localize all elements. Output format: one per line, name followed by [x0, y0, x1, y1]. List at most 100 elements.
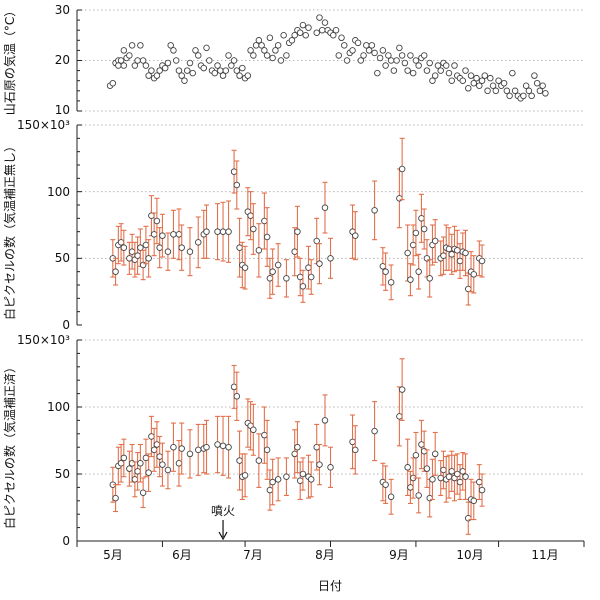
data-point [117, 57, 125, 64]
data-point [368, 42, 376, 49]
data-point [371, 427, 378, 435]
data-point [476, 82, 483, 89]
data-point [305, 24, 312, 31]
data-point [409, 69, 417, 77]
y-tick-label-temperature-20: 20 [55, 53, 70, 67]
data-point [462, 67, 469, 74]
data-point [423, 465, 431, 472]
data-point [396, 413, 403, 420]
data-point [404, 67, 411, 74]
data-point [164, 466, 172, 474]
data-point [396, 44, 403, 52]
data-point [274, 261, 282, 269]
data-point [341, 42, 348, 49]
data-point [236, 457, 243, 464]
data-point [134, 57, 141, 64]
data-point [302, 32, 309, 39]
data-point [145, 255, 152, 262]
data-point [288, 37, 296, 44]
data-point [139, 489, 147, 497]
points-count-uncorrected [109, 137, 486, 306]
data-point [536, 87, 544, 95]
data-point [374, 69, 381, 77]
data-point [263, 446, 271, 454]
x-axis-ticks [76, 541, 585, 547]
data-point [156, 453, 163, 460]
data-point [137, 244, 144, 251]
data-point [131, 476, 139, 483]
data-point [214, 441, 221, 448]
data-point [448, 251, 455, 258]
data-point [437, 67, 444, 74]
data-point [170, 231, 177, 238]
data-point [379, 263, 387, 270]
data-point [465, 514, 472, 522]
data-point [296, 273, 304, 281]
data-point [211, 69, 219, 77]
data-point [396, 195, 403, 202]
data-point [230, 168, 238, 175]
data-point [186, 450, 194, 458]
data-point [128, 248, 136, 255]
data-point [145, 72, 152, 79]
data-point [385, 52, 392, 59]
data-point [415, 62, 422, 69]
data-point [525, 87, 533, 95]
data-point [272, 47, 279, 54]
data-point [178, 72, 185, 79]
data-point [343, 57, 351, 64]
data-point [244, 72, 252, 79]
panel-count-corrected: 150×10³ 100 50 0 白ピクセルの数（気温補正済） [2, 333, 584, 548]
data-point [451, 62, 458, 69]
data-point [175, 231, 183, 238]
data-point [291, 248, 298, 255]
data-point [418, 215, 425, 222]
data-point [528, 92, 535, 100]
data-point [170, 443, 177, 451]
data-point [456, 257, 464, 265]
data-point [120, 454, 128, 462]
data-point [423, 67, 431, 74]
data-point [150, 231, 158, 238]
y-tick-label-uncorrected-50: 50 [55, 251, 70, 265]
month-label-june: 6月 [172, 548, 192, 562]
data-point [478, 486, 486, 494]
data-point [434, 62, 442, 69]
data-point [539, 82, 546, 89]
data-point [228, 62, 235, 69]
data-point [299, 470, 307, 478]
data-point [470, 497, 478, 505]
data-point [175, 460, 183, 467]
data-point [379, 47, 387, 54]
data-point [431, 237, 439, 245]
data-point [412, 451, 420, 459]
data-point [291, 32, 298, 39]
data-point [189, 69, 196, 77]
data-point [412, 57, 420, 64]
data-point [126, 52, 133, 59]
data-point [412, 229, 420, 237]
data-point [164, 248, 172, 255]
data-point [194, 446, 202, 454]
data-point [112, 268, 119, 275]
data-point [214, 62, 221, 69]
data-point [492, 87, 500, 95]
data-point [305, 264, 312, 271]
data-point [283, 52, 290, 59]
data-point [459, 77, 467, 84]
data-point [487, 74, 494, 82]
data-point [247, 212, 254, 219]
data-point [170, 47, 177, 54]
data-point [142, 454, 150, 462]
data-point [153, 217, 161, 225]
data-point [266, 486, 274, 494]
data-point [445, 69, 453, 77]
month-label-july: 7月 [243, 548, 263, 562]
panel-count-uncorrected: 150×10³ 100 50 0 白ピクセルの数（気温補正無し） [2, 118, 584, 332]
data-point [349, 438, 356, 446]
data-point [164, 59, 172, 67]
data-point [219, 442, 227, 450]
data-point [225, 52, 232, 59]
data-point [426, 59, 433, 67]
data-point [283, 275, 290, 282]
